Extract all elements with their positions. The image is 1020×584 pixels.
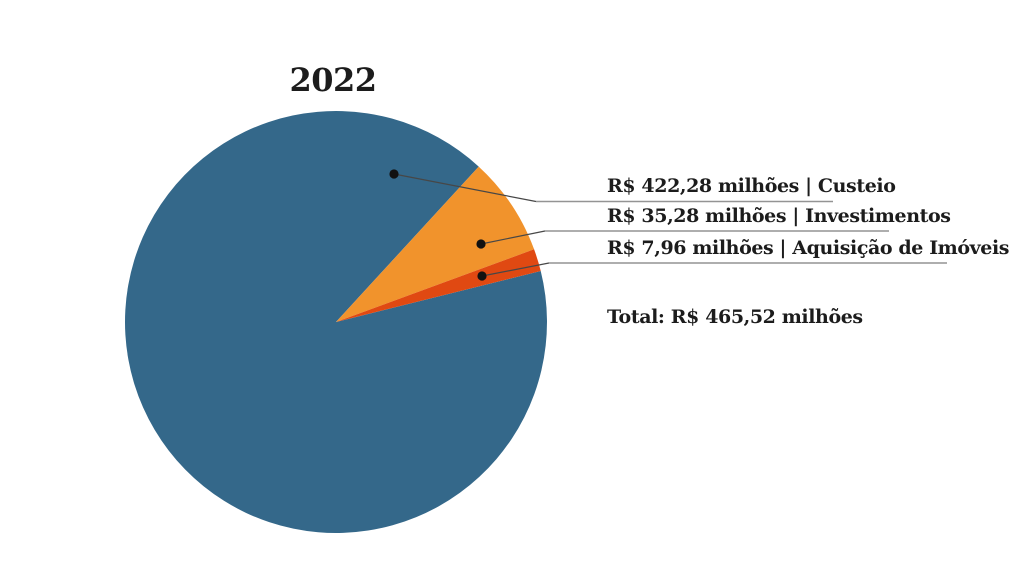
chart-title: 2022	[289, 61, 377, 99]
callout-lines	[389, 169, 947, 281]
pie-slices	[124, 110, 547, 533]
leader-line-custeio	[393, 173, 537, 203]
callout-label-custeio: R$ 422,28 milhões | Custeio	[607, 175, 896, 197]
pie-slice-custeio	[124, 110, 547, 533]
callout-label-investimentos: R$ 35,28 milhões | Investimentos	[607, 205, 951, 227]
pie-slice-aquisicao-de-imoveis	[336, 249, 541, 322]
leader-line-investimentos	[480, 230, 546, 245]
callout-dot-aquisicao-de-imoveis	[477, 271, 487, 281]
callout-label-aquisicao-de-imoveis: R$ 7,96 milhões | Aquisição de Imóveis	[607, 237, 1010, 259]
callout-dot-custeio	[389, 169, 399, 179]
callout-dot-investimentos	[476, 239, 486, 249]
leader-line-aquisicao-de-imoveis	[481, 262, 550, 277]
pie-slice-investimentos	[336, 166, 535, 322]
total-label: Total: R$ 465,52 milhões	[607, 306, 863, 328]
